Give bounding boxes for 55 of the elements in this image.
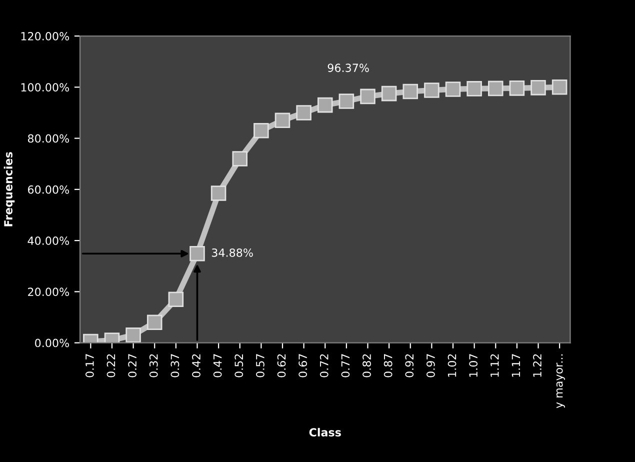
y-tick-label: 40.00% [28,236,69,245]
x-tick-label: 1.07 [469,354,478,377]
point [210,186,226,201]
x-tick-label: 0.82 [362,354,371,378]
point [360,88,376,104]
point [338,94,354,109]
x-tick-label: 0.77 [341,354,350,378]
point [190,246,205,262]
x-tick-label: 0.47 [213,354,222,378]
x-tick-label: 0.97 [426,354,435,378]
x-tick-label: 0.52 [234,354,244,378]
x-tick-label: 0.57 [256,354,264,378]
y-tick-label: 80.00% [28,134,69,143]
point [530,80,546,96]
x-tick-label: 0.92 [405,354,414,378]
x-tick-label: 1.22 [533,354,542,377]
point [126,327,141,343]
x-axis-title: Class [309,428,341,437]
y-tick-label: 0.00% [35,338,69,348]
x-tick-label: 0.22 [106,354,116,378]
point [552,80,568,95]
point [274,112,290,128]
y-tick-label: 20.00% [28,288,69,296]
x-tick-label: 0.17 [85,354,94,378]
annotation: 96.37% [328,64,369,72]
x-tick-label: 0.67 [298,354,308,378]
x-tick-label: 1.12 [490,354,499,377]
point [402,84,418,100]
x-tick-label: 1.17 [512,354,520,377]
x-tick-label: 0.42 [192,354,200,378]
point [317,97,333,113]
point [424,82,440,98]
point [254,122,269,138]
y-tick-label: 60.00% [28,185,69,194]
x-tick-label: 0.72 [320,354,328,378]
annotation: 34.88% [212,248,253,257]
point [466,81,482,96]
x-tick-label: 1.02 [448,354,456,377]
x-tick-label: 0.32 [149,354,158,378]
x-tick-label: 0.27 [128,354,137,378]
x-tick-label: 0.87 [384,354,392,378]
y-tick-label: 120.00% [21,32,69,40]
point [488,80,504,96]
x-tick-label: y mayor... [556,354,565,408]
x-tick-label: 0.62 [277,354,286,378]
point [381,86,397,102]
y-tick-label: 100.00% [21,83,69,92]
x-tick-label: 0.37 [170,354,180,378]
point [232,151,248,166]
point [146,314,162,330]
point [296,105,312,120]
y-axis-title: Frequencies [4,152,15,226]
point [445,82,461,97]
point [509,80,525,96]
point [168,292,184,307]
